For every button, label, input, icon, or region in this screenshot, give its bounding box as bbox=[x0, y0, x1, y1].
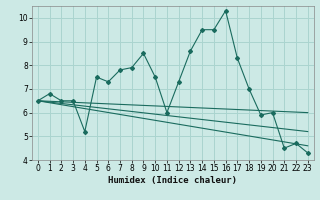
X-axis label: Humidex (Indice chaleur): Humidex (Indice chaleur) bbox=[108, 176, 237, 185]
